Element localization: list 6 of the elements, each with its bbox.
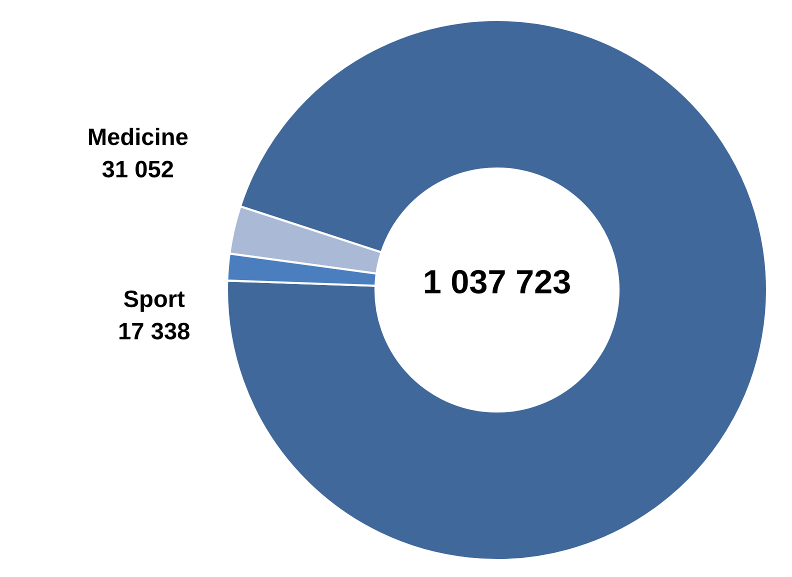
slice-label: Sport [124, 290, 185, 312]
slice-label: Medicine [88, 128, 188, 146]
data-label: 1 037 723 [424, 270, 570, 294]
data-label: 17 338 [119, 322, 190, 340]
donut-slice [226, 18, 768, 562]
data-label: 31 052 [102, 160, 174, 178]
